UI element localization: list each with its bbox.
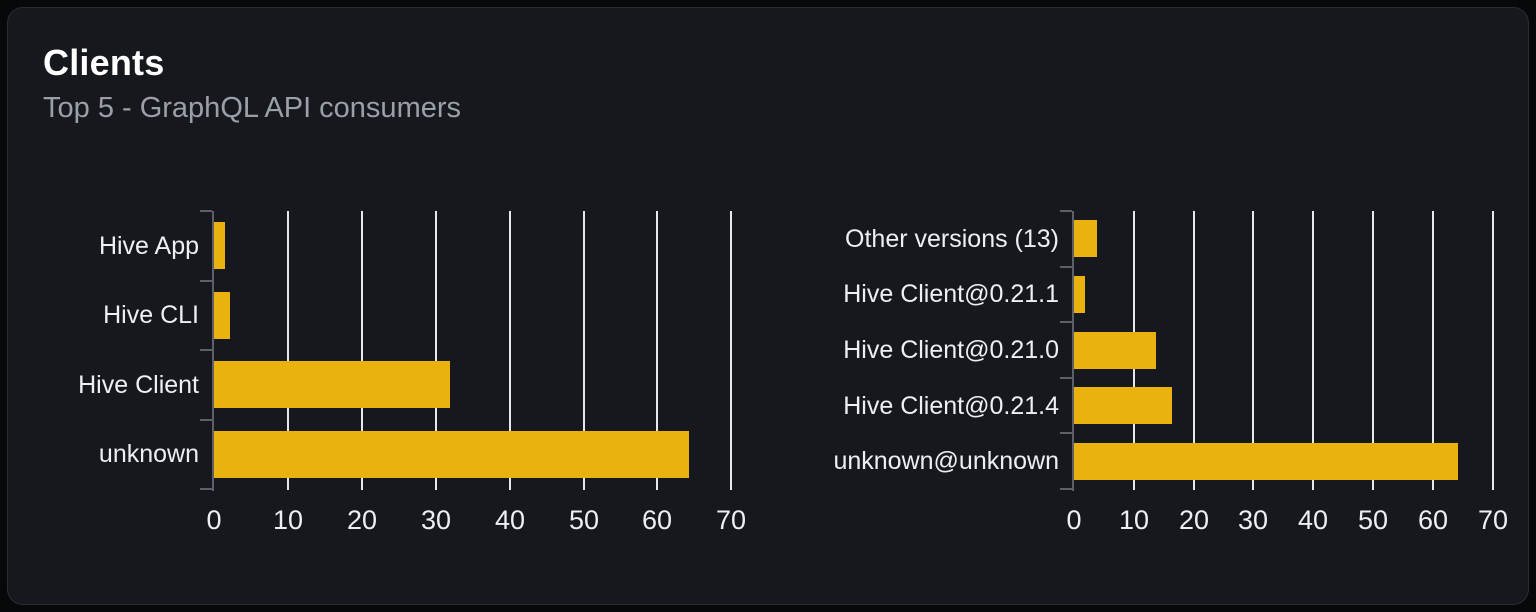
gridline-x20 — [1193, 211, 1195, 490]
x-tick-label: 60 — [641, 505, 673, 535]
y-axis-line — [1072, 211, 1074, 491]
x-tick-label: 10 — [272, 505, 304, 535]
x-tick-label: 70 — [715, 505, 747, 535]
x-tick-label: 20 — [1178, 505, 1210, 535]
category-tick — [200, 419, 212, 421]
x-tick-label: 20 — [346, 505, 378, 535]
gridline-x60 — [656, 211, 658, 490]
bar-hive-client[interactable] — [214, 361, 450, 408]
bar-unknown-unknown[interactable] — [1074, 443, 1458, 480]
gridline-x20 — [361, 211, 363, 490]
x-tick-label: 0 — [1066, 505, 1082, 535]
gridline-x70 — [1492, 211, 1494, 490]
gridline-x10 — [287, 211, 289, 490]
page-title: Clients — [43, 42, 165, 83]
page-subtitle: Top 5 - GraphQL API consumers — [43, 92, 462, 124]
category-tick — [1060, 210, 1072, 212]
x-tick-label: 40 — [1297, 505, 1329, 535]
gridline-x50 — [1372, 211, 1374, 490]
bar-hive-cli[interactable] — [214, 292, 230, 339]
category-tick — [1060, 432, 1072, 434]
category-label: unknown — [98, 440, 199, 468]
x-tick-label: 30 — [420, 505, 452, 535]
gridline-x30 — [1252, 211, 1254, 490]
category-tick — [1060, 488, 1072, 490]
y-axis-line — [212, 211, 214, 491]
x-tick-label: 60 — [1417, 505, 1449, 535]
gridline-x40 — [509, 211, 511, 490]
bar-other-versions-13-[interactable] — [1074, 220, 1097, 257]
x-tick-label: 40 — [494, 505, 526, 535]
category-label: Other versions (13) — [845, 225, 1059, 253]
category-tick — [1060, 377, 1072, 379]
clients-card — [7, 7, 1529, 605]
gridline-x70 — [730, 211, 732, 490]
category-tick — [1060, 266, 1072, 268]
gridline-x30 — [435, 211, 437, 490]
category-label: Hive Client — [78, 371, 199, 399]
category-label: Hive Client@0.21.0 — [843, 336, 1059, 364]
category-label: Hive Client@0.21.1 — [843, 280, 1059, 308]
x-tick-label: 70 — [1477, 505, 1509, 535]
bar-hive-app[interactable] — [214, 222, 225, 269]
category-label: Hive Client@0.21.4 — [843, 392, 1059, 420]
bar-hive-client-0-21-1[interactable] — [1074, 276, 1085, 313]
x-tick-label: 50 — [1357, 505, 1389, 535]
gridline-x50 — [583, 211, 585, 490]
gridline-x40 — [1312, 211, 1314, 490]
bar-unknown[interactable] — [214, 431, 689, 478]
category-tick — [200, 488, 212, 490]
category-tick — [1060, 321, 1072, 323]
category-label: unknown@unknown — [833, 447, 1059, 475]
x-tick-label: 30 — [1237, 505, 1269, 535]
category-label: Hive CLI — [103, 301, 199, 329]
x-tick-label: 10 — [1118, 505, 1150, 535]
bar-hive-client-0-21-4[interactable] — [1074, 387, 1172, 424]
category-tick — [200, 280, 212, 282]
category-tick — [200, 210, 212, 212]
category-tick — [200, 349, 212, 351]
x-tick-label: 50 — [568, 505, 600, 535]
x-tick-label: 0 — [206, 505, 222, 535]
category-label: Hive App — [98, 232, 199, 260]
gridline-x60 — [1432, 211, 1434, 490]
bar-hive-client-0-21-0[interactable] — [1074, 332, 1156, 369]
